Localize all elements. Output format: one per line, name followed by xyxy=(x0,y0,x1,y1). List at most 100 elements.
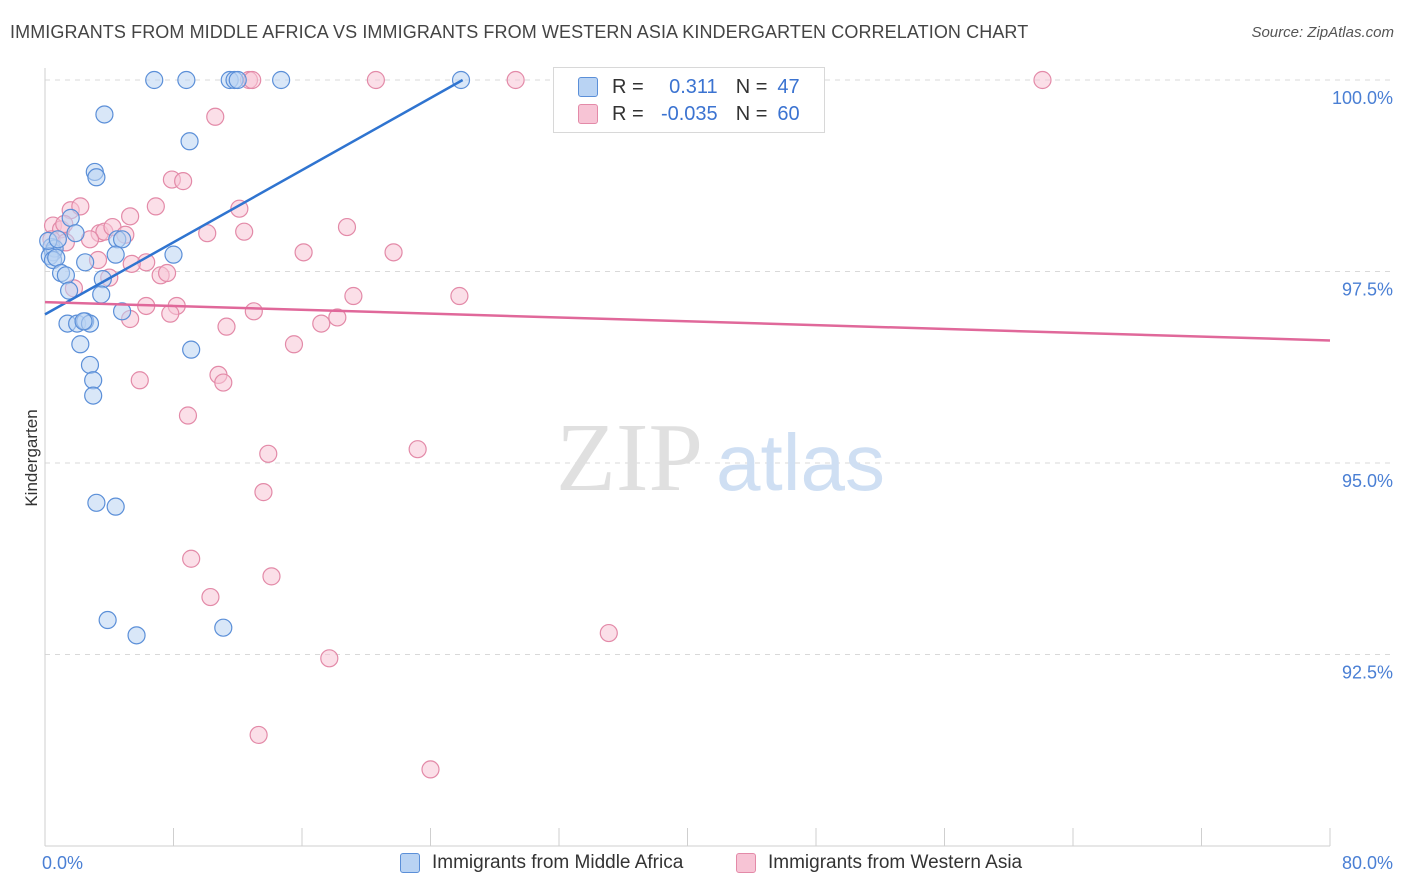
legend-row-western-asia: R = -0.035 N = 60 xyxy=(578,101,800,127)
data-point-western-asia xyxy=(254,483,273,502)
legend-row-middle-africa: R = 0.311 N = 47 xyxy=(578,74,800,100)
y-tick-label: 97.5% xyxy=(1342,280,1393,300)
data-point-middle-africa xyxy=(182,340,201,359)
watermark-atlas: atlas xyxy=(716,418,885,507)
data-point-middle-africa xyxy=(74,312,93,331)
data-point-western-asia xyxy=(201,587,220,607)
data-point-western-asia xyxy=(506,70,525,90)
data-point-middle-africa xyxy=(177,70,196,90)
data-point-middle-africa xyxy=(98,610,117,630)
data-point-middle-africa xyxy=(56,266,75,285)
legend-r-value: 0.311 xyxy=(669,75,718,98)
data-point-western-asia xyxy=(320,649,339,668)
data-point-middle-africa xyxy=(95,105,114,124)
trend-line-western-asia xyxy=(44,300,1331,342)
data-point-middle-africa xyxy=(80,355,100,375)
data-point-western-asia xyxy=(178,406,198,425)
legend-swatch-blue xyxy=(578,77,598,97)
series-western-asia-points xyxy=(42,70,1052,779)
data-point-western-asia xyxy=(249,725,268,745)
data-point-middle-africa xyxy=(164,245,183,264)
data-point-middle-africa xyxy=(112,230,132,249)
data-point-middle-africa xyxy=(112,302,132,321)
data-point-middle-africa xyxy=(71,335,90,354)
y-tick-label: 95.0% xyxy=(1342,471,1393,491)
data-point-middle-africa xyxy=(106,497,125,516)
legend-r-label: R = xyxy=(612,102,644,125)
y-tick-label: 92.5% xyxy=(1342,663,1393,683)
watermark-zip: ZIP xyxy=(556,404,703,512)
data-point-western-asia xyxy=(130,371,149,390)
trend-lines xyxy=(44,78,1331,342)
data-point-western-asia xyxy=(217,317,236,336)
x-tick-label-max: 80.0% xyxy=(1342,853,1393,873)
data-point-western-asia xyxy=(174,172,193,191)
data-point-western-asia xyxy=(214,373,233,392)
bottom-legend-label: Immigrants from Middle Africa xyxy=(432,852,684,873)
y-tick-label: 100.0% xyxy=(1332,88,1393,108)
data-point-western-asia xyxy=(344,286,363,306)
y-tick-labels: 92.5% 95.0% 97.5% 100.0% xyxy=(1332,88,1393,683)
gridlines xyxy=(45,79,1395,655)
data-point-western-asia xyxy=(312,314,331,333)
data-point-western-asia xyxy=(259,444,278,463)
legend-n-value: 60 xyxy=(777,102,800,125)
data-point-middle-africa xyxy=(47,248,66,267)
data-point-western-asia xyxy=(328,308,347,327)
legend-n-label: N = xyxy=(735,102,768,125)
data-point-western-asia xyxy=(244,302,263,321)
data-point-western-asia xyxy=(121,207,140,226)
legend-n-label: N = xyxy=(735,75,768,98)
data-point-middle-africa xyxy=(92,285,111,304)
data-point-western-asia xyxy=(262,567,281,586)
data-point-western-asia xyxy=(366,70,385,90)
data-point-middle-africa xyxy=(145,70,164,90)
data-point-middle-africa xyxy=(48,230,67,249)
data-point-western-asia xyxy=(599,623,618,643)
data-point-middle-africa xyxy=(84,386,103,405)
y-axis-label: Kindergarten xyxy=(22,409,41,506)
data-point-middle-africa xyxy=(61,208,80,227)
data-point-western-asia xyxy=(450,286,469,306)
data-point-western-asia xyxy=(161,304,180,323)
source-label: Source: ZipAtlas.com xyxy=(1251,24,1394,41)
legend-r-value: -0.035 xyxy=(660,102,718,125)
data-point-western-asia xyxy=(157,263,177,283)
data-point-middle-africa xyxy=(87,168,106,187)
data-point-middle-africa xyxy=(59,281,79,300)
legend-r-label: R = xyxy=(612,75,644,98)
bottom-legend-middle-africa: Immigrants from Middle Africa xyxy=(400,852,683,874)
data-point-western-asia xyxy=(337,217,357,237)
data-point-middle-africa xyxy=(84,371,103,390)
data-point-western-asia xyxy=(421,760,440,779)
data-point-middle-africa xyxy=(214,618,233,637)
data-point-western-asia xyxy=(284,335,304,354)
data-point-western-asia xyxy=(384,243,403,262)
axes xyxy=(44,68,1331,847)
data-point-middle-africa xyxy=(180,132,199,151)
data-point-western-asia xyxy=(294,243,313,262)
data-point-middle-africa xyxy=(76,253,95,272)
data-point-middle-africa xyxy=(228,70,247,90)
legend-n-value: 47 xyxy=(777,75,800,98)
series-middle-africa-points xyxy=(39,70,471,645)
chart-title: IMMIGRANTS FROM MIDDLE AFRICA VS IMMIGRA… xyxy=(10,22,1029,42)
data-point-middle-africa xyxy=(66,224,85,243)
stats-legend: R = 0.311 N = 47 R = -0.035 N = 60 xyxy=(553,67,825,133)
legend-swatch-pink xyxy=(578,104,598,124)
x-tick-label-min: 0.0% xyxy=(42,853,83,873)
bottom-legend-swatch-blue xyxy=(400,853,420,873)
bottom-legend-label: Immigrants from Western Asia xyxy=(768,852,1023,873)
data-point-middle-africa xyxy=(106,245,125,264)
bottom-legend-western-asia: Immigrants from Western Asia xyxy=(736,852,1022,874)
bottom-legend-swatch-pink xyxy=(736,853,756,873)
data-point-middle-africa xyxy=(87,493,106,512)
data-point-middle-africa xyxy=(272,70,291,90)
data-point-western-asia xyxy=(235,222,254,241)
data-point-western-asia xyxy=(408,440,427,459)
data-point-western-asia xyxy=(146,197,165,216)
data-point-western-asia xyxy=(1033,70,1052,90)
data-point-western-asia xyxy=(182,549,201,568)
data-point-middle-africa xyxy=(127,626,146,645)
